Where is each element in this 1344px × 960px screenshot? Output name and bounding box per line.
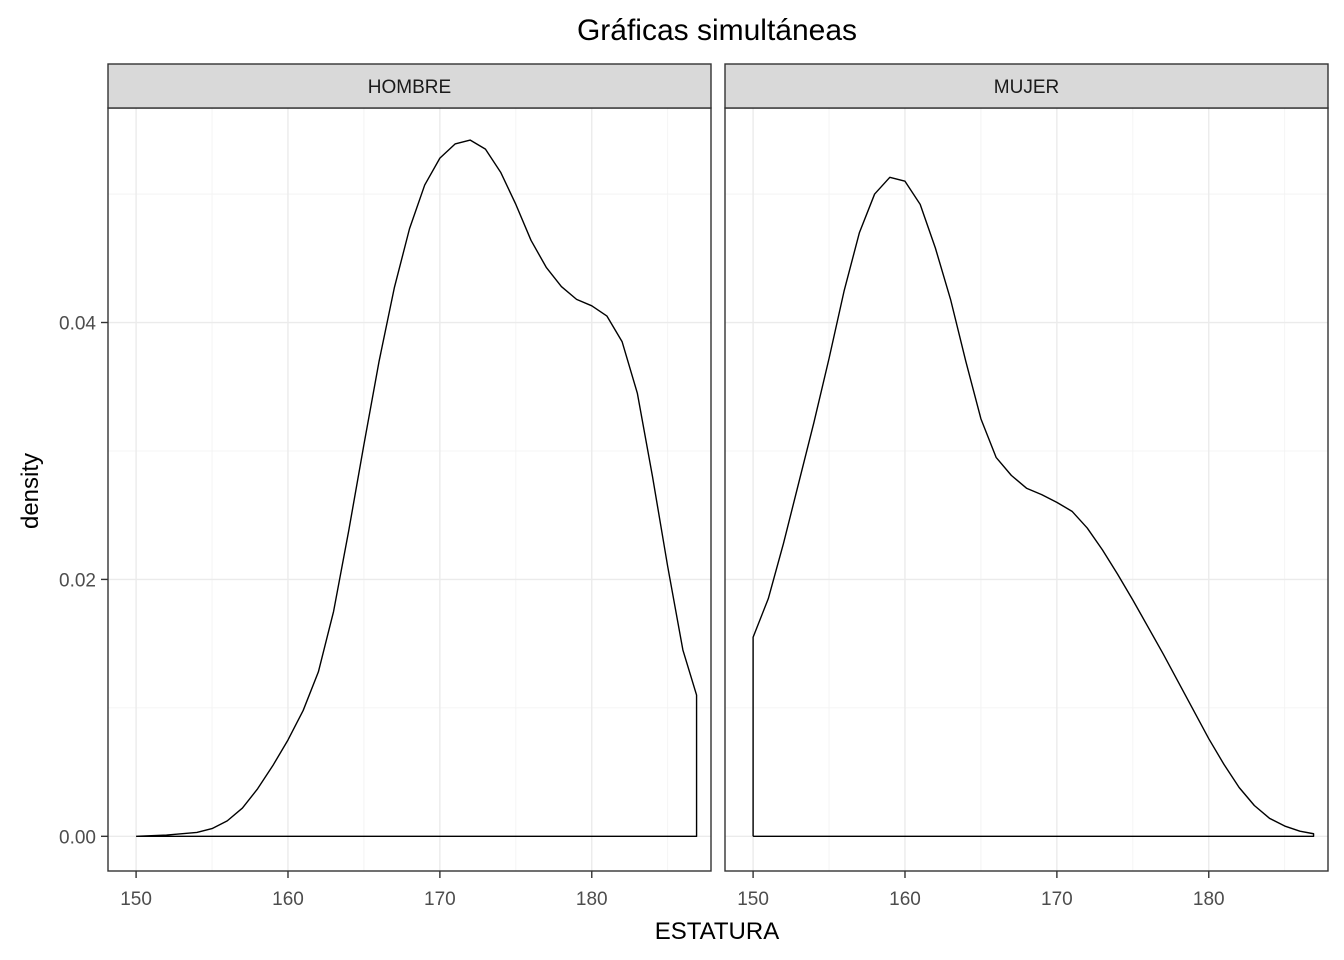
density-curve-mujer: [752, 176, 1315, 838]
facet-strip-label: MUJER: [994, 77, 1059, 98]
facet-panels: HOMBRE 150 160 170 180 0.00 0.02 0.04 MUJER 150 16…: [59, 63, 1329, 910]
x-tick-label: 170: [424, 889, 456, 910]
facet-strip: [724, 63, 1329, 109]
y-axis-title: density: [17, 453, 44, 529]
x-tick-label: 180: [576, 889, 608, 910]
panel-border: [107, 107, 712, 872]
facet-strip-label: HOMBRE: [368, 77, 451, 98]
facet-panel-mujer: MUJER 150 160 170 180: [724, 63, 1329, 910]
x-tick-label: 160: [889, 889, 921, 910]
x-tick-label: 150: [737, 889, 769, 910]
y-tick-label: 0.04: [59, 314, 96, 335]
facet-panel-hombre: HOMBRE 150 160 170 180 0.00 0.02 0.04: [59, 63, 712, 910]
chart-title: Gráficas simultáneas: [577, 14, 857, 47]
panel-border: [724, 107, 1329, 872]
y-tick-label: 0.02: [59, 570, 96, 591]
x-tick-label: 160: [272, 889, 304, 910]
facet-strip: [107, 63, 712, 109]
y-tick-label: 0.00: [59, 827, 96, 848]
x-tick-label: 180: [1193, 889, 1225, 910]
x-tick-label: 150: [120, 889, 152, 910]
density-curve-hombre: [136, 139, 698, 838]
x-axis-title: ESTATURA: [655, 918, 779, 945]
x-tick-label: 170: [1041, 889, 1073, 910]
